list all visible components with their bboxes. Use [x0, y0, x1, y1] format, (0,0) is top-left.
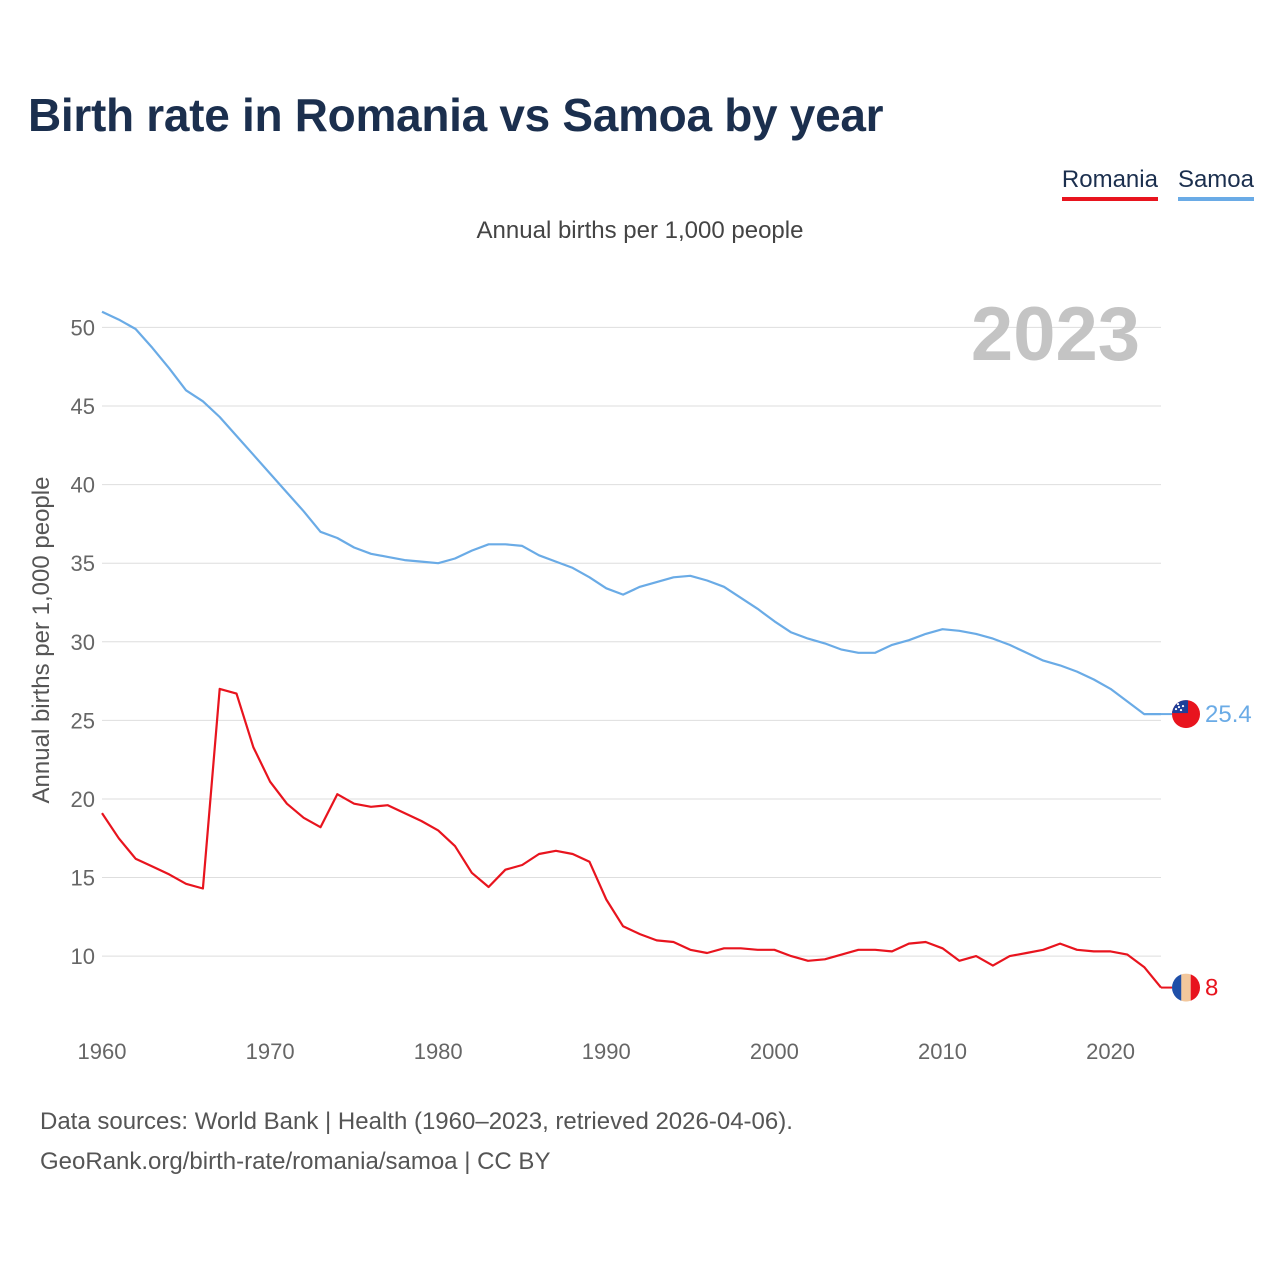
y-tick-label: 40: [71, 473, 95, 498]
series-line-samoa[interactable]: [101, 310, 1161, 716]
x-tick-label: 2010: [918, 1039, 967, 1064]
legend-item-romania[interactable]: Romania: [1061, 166, 1158, 201]
chart-subtitle: Annual births per 1,000 people: [476, 217, 804, 244]
x-tick-label: 1990: [582, 1039, 631, 1064]
y-tick-label: 25: [71, 708, 95, 733]
y-tick-label: 30: [71, 630, 95, 655]
chart-title: Birth rate in Romania vs Samoa by year: [28, 89, 884, 141]
source-url[interactable]: GeoRank.org/birth-rate/romania/samoa | C…: [40, 1148, 551, 1175]
x-tick-label: 1980: [414, 1039, 463, 1064]
y-tick-label: 45: [71, 394, 95, 419]
y-tick-label: 20: [71, 787, 95, 812]
y-tick-label: 50: [71, 315, 95, 340]
year-watermark: 2023: [971, 292, 1140, 377]
source-note: Data sources: World Bank | Health (1960–…: [40, 1108, 793, 1135]
end-value-label-romania: 8: [1205, 975, 1218, 1002]
y-tick-label: 10: [71, 944, 95, 969]
y-tick-label: 35: [71, 551, 95, 576]
x-tick-label: 2020: [1086, 1039, 1135, 1064]
x-tick-label: 2000: [750, 1039, 799, 1064]
legend: Romania Samoa: [1061, 166, 1254, 201]
x-tick-label: 1970: [246, 1039, 295, 1064]
legend-item-samoa[interactable]: Samoa: [1177, 166, 1254, 201]
samoa-flag-icon: [1172, 700, 1200, 729]
series-line-romania[interactable]: [101, 687, 1162, 989]
end-value-label-samoa: 25.4: [1205, 701, 1252, 728]
romania-flag-icon: [1172, 973, 1200, 1002]
x-tick-label: 1960: [78, 1039, 127, 1064]
y-tick-label: 15: [71, 866, 95, 891]
